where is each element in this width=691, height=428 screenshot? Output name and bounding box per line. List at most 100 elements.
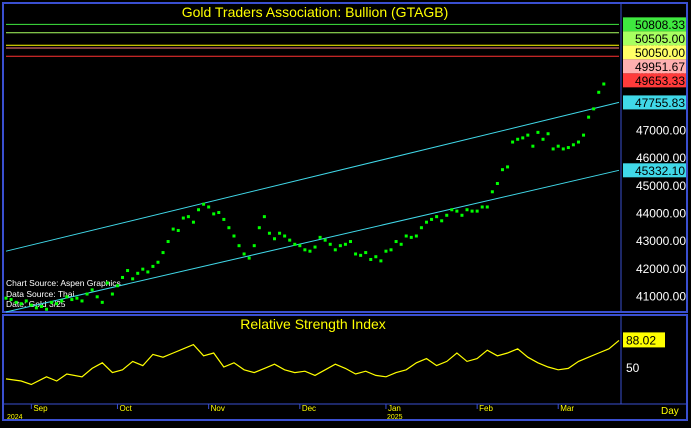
x-year-label: 2024 [7, 414, 23, 421]
price-point [394, 240, 398, 244]
price-point [115, 284, 119, 288]
level-value-tag [623, 59, 686, 74]
price-point [571, 143, 575, 147]
price-point [257, 226, 261, 230]
price-point [389, 248, 393, 252]
price-point [176, 228, 180, 232]
price-point [313, 245, 317, 249]
price-point [217, 211, 221, 215]
channel-value-tag [623, 163, 686, 178]
price-point [465, 208, 469, 212]
price-point [521, 136, 525, 140]
price-panel-frame [2, 2, 688, 313]
channel-lower-line [5, 169, 620, 313]
price-point [303, 248, 307, 252]
data-source-note: Data Source: Thai [6, 289, 74, 299]
level-value-tag [623, 17, 686, 32]
price-point [55, 302, 59, 306]
channel-value-label: 47755.83 [635, 96, 685, 110]
price-point [561, 147, 565, 151]
price-point [283, 234, 287, 238]
rsi-chart-title: Relative Strength Index [240, 316, 386, 332]
level-value-label: 49653.33 [635, 74, 685, 88]
level-value-label: 50808.33 [635, 18, 685, 32]
price-point [191, 220, 195, 224]
price-point [237, 244, 241, 248]
y-tick-label: 41000.00 [636, 289, 686, 303]
price-point [495, 181, 499, 185]
price-point [551, 147, 555, 151]
price-point [440, 219, 444, 223]
price-point [34, 306, 38, 310]
price-point [460, 213, 464, 217]
price-point [430, 217, 434, 221]
price-point [4, 296, 8, 300]
price-point [202, 202, 206, 206]
rsi-line [5, 339, 620, 386]
price-point [232, 234, 236, 238]
price-point [181, 216, 185, 220]
y-tick-label: 42000.00 [636, 262, 686, 276]
price-point [445, 213, 449, 217]
price-point [480, 205, 484, 209]
x-month-label: Feb [479, 404, 493, 413]
price-point [364, 251, 368, 255]
price-point [576, 140, 580, 144]
price-point [399, 242, 403, 246]
level-value-tag [623, 73, 686, 88]
price-point [404, 234, 408, 238]
price-point [60, 299, 64, 303]
price-point [333, 248, 337, 252]
price-point [50, 300, 54, 304]
price-point [278, 231, 282, 235]
rsi-panel-frame [2, 314, 688, 421]
price-point [348, 240, 352, 244]
price-point [85, 292, 89, 296]
price-point [379, 259, 383, 263]
price-point [80, 299, 84, 303]
price-point [384, 249, 388, 253]
price-point [207, 205, 211, 209]
price-point [262, 215, 266, 219]
price-point [24, 299, 28, 303]
y-tick-label: 46000.00 [636, 151, 686, 165]
price-point [14, 300, 18, 304]
price-point [29, 303, 33, 307]
price-point [75, 296, 79, 300]
y-tick-label: 43000.00 [636, 234, 686, 248]
price-point [151, 264, 155, 268]
price-point [450, 208, 454, 212]
price-point [490, 190, 494, 194]
price-point [374, 255, 378, 259]
price-point [597, 90, 601, 94]
price-point [95, 295, 99, 299]
price-point [318, 235, 322, 239]
y-tick-label: 45000.00 [636, 179, 686, 193]
x-month-label: Nov [211, 404, 225, 413]
price-point [222, 217, 226, 221]
price-point [186, 215, 190, 219]
price-point [602, 82, 606, 86]
price-point [343, 242, 347, 246]
price-point [511, 140, 515, 144]
chart-source-note: Chart Source: Aspen Graphics [6, 278, 121, 288]
price-point [506, 165, 510, 169]
channel-upper-line [5, 101, 620, 252]
price-point [197, 208, 201, 212]
price-point [526, 133, 530, 137]
price-point [485, 205, 489, 209]
price-chart-title: Gold Traders Association: Bullion (GTAGB… [182, 4, 449, 20]
price-point [171, 227, 175, 231]
price-point [136, 271, 140, 275]
y-tick-label: 47000.00 [636, 124, 686, 138]
price-point [470, 209, 474, 213]
price-point [435, 215, 439, 219]
price-point [110, 292, 114, 296]
price-point [424, 220, 428, 224]
price-point [126, 269, 130, 273]
price-point [359, 253, 363, 257]
rsi-value-label: 88.02 [626, 333, 656, 347]
price-point [131, 277, 135, 281]
